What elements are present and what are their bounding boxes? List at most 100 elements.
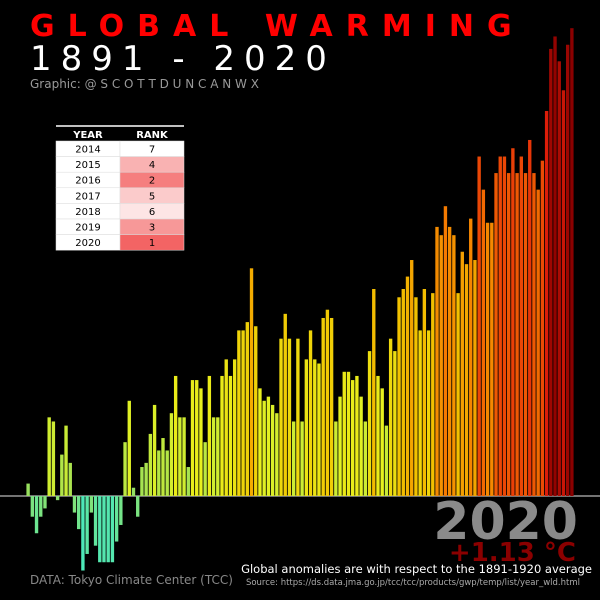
bar <box>39 496 43 517</box>
bar <box>317 363 321 496</box>
table-rank: 1 <box>149 238 155 249</box>
bar <box>511 148 515 497</box>
bar <box>565 44 570 497</box>
bar <box>557 61 561 497</box>
bar <box>34 496 39 534</box>
bar <box>291 421 296 496</box>
bar <box>232 359 237 496</box>
bar <box>220 375 224 496</box>
bar <box>245 322 249 496</box>
table-year: 2020 <box>75 238 100 249</box>
bar <box>77 496 81 530</box>
bar <box>494 173 498 496</box>
table-header: RANK <box>136 130 169 141</box>
data-credit: DATA: Tokyo Climate Center (TCC) <box>30 573 233 587</box>
source: Source: https://ds.data.jma.go.jp/tcc/tc… <box>246 578 580 588</box>
bar <box>60 454 64 496</box>
bar <box>106 496 110 563</box>
bar <box>270 404 275 496</box>
bar <box>93 496 98 546</box>
bar <box>405 276 410 496</box>
bar <box>72 496 77 513</box>
bar <box>241 330 245 496</box>
bar <box>224 359 228 496</box>
table-rank: 5 <box>149 191 155 202</box>
bar <box>136 496 140 517</box>
bar <box>169 413 174 496</box>
table-year: 2019 <box>75 223 100 234</box>
bar <box>325 309 330 496</box>
highlight-value: +1.13 °C <box>449 538 576 568</box>
table-year: 2015 <box>75 160 100 171</box>
bar <box>304 359 309 496</box>
bar <box>216 417 220 496</box>
bar <box>262 400 266 496</box>
bar <box>68 462 72 496</box>
bar <box>254 326 258 496</box>
bar <box>178 417 182 496</box>
bar <box>329 317 334 496</box>
bar <box>148 433 153 496</box>
bar <box>190 380 195 496</box>
bar <box>237 330 241 496</box>
table-rank: 2 <box>149 176 155 187</box>
table-year: 2016 <box>75 176 100 187</box>
highlight-year: 2020 <box>433 492 578 552</box>
table-rank: 3 <box>149 223 155 234</box>
bar <box>532 173 536 496</box>
bar <box>439 235 443 496</box>
bar <box>481 189 486 496</box>
bar <box>258 388 262 496</box>
bar <box>47 417 51 496</box>
bar <box>452 235 456 496</box>
table-header: YEAR <box>72 130 103 141</box>
bar <box>388 338 393 496</box>
bar <box>401 289 405 496</box>
bar <box>186 467 190 496</box>
bar <box>397 297 401 496</box>
bar <box>275 413 279 496</box>
bar <box>144 462 148 496</box>
bar <box>266 396 271 496</box>
bar <box>89 496 94 513</box>
bar <box>351 380 355 496</box>
bar <box>367 351 372 496</box>
bar <box>485 222 490 496</box>
bar <box>553 36 557 497</box>
bar <box>152 404 157 496</box>
bar <box>473 260 477 496</box>
bar <box>123 442 127 496</box>
bar <box>207 375 212 496</box>
bar <box>435 226 439 496</box>
bar <box>110 496 115 563</box>
bar <box>498 156 502 496</box>
bar <box>64 425 68 496</box>
bar <box>119 496 123 525</box>
bar <box>490 222 494 496</box>
bar <box>422 289 427 496</box>
chart-title: GLOBAL WARMING <box>30 9 525 44</box>
bar <box>55 496 60 501</box>
bar <box>173 375 178 496</box>
bar <box>363 421 368 496</box>
bar <box>414 297 418 496</box>
table-rank: 6 <box>149 207 155 218</box>
bar <box>570 28 574 497</box>
bar <box>355 375 359 496</box>
bar <box>384 425 389 496</box>
bar <box>515 173 519 496</box>
bar <box>140 467 144 496</box>
bar <box>195 380 199 496</box>
bar <box>127 400 131 496</box>
bar <box>211 417 216 496</box>
bar <box>502 156 507 496</box>
table-cell <box>119 234 185 251</box>
bar <box>418 330 422 496</box>
bar <box>203 442 207 496</box>
bar <box>460 251 464 496</box>
bar <box>447 226 452 496</box>
bar <box>131 487 136 496</box>
bar <box>456 293 460 496</box>
bar <box>338 396 342 496</box>
bar <box>283 313 287 496</box>
